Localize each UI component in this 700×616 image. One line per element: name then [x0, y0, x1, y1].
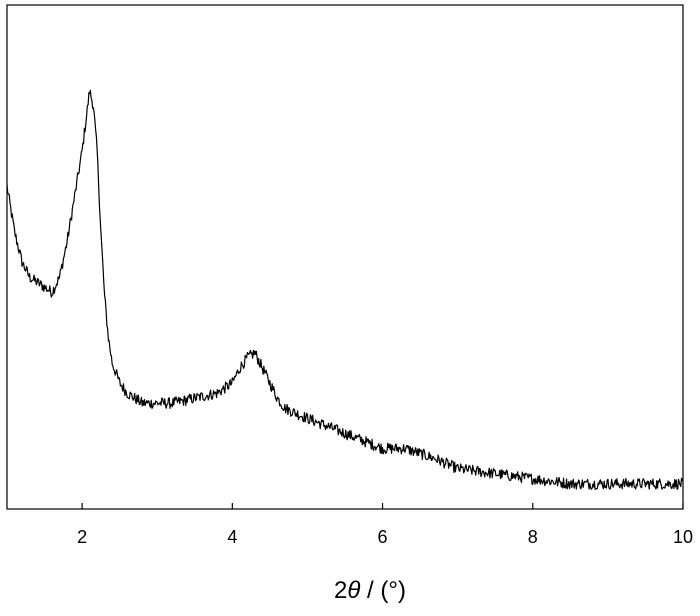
series-line: [6, 89, 684, 490]
plot-frame: [6, 4, 684, 510]
x-tick-label: 4: [227, 527, 237, 547]
x-axis-label-suffix: / (°): [360, 577, 406, 604]
x-tick-label: 8: [528, 527, 538, 547]
x-tick-label: 2: [77, 527, 87, 547]
x-tick-label: 6: [378, 527, 388, 547]
x-axis-label-symbol: θ: [347, 577, 360, 604]
x-axis-ticks: [81, 503, 684, 509]
x-axis-label-prefix: 2: [334, 577, 347, 604]
x-tick-label: 10: [673, 527, 693, 547]
x-axis-tick-labels: 2 4 6 8 10: [77, 527, 693, 547]
x-axis-label: 2θ / (°): [334, 577, 406, 604]
